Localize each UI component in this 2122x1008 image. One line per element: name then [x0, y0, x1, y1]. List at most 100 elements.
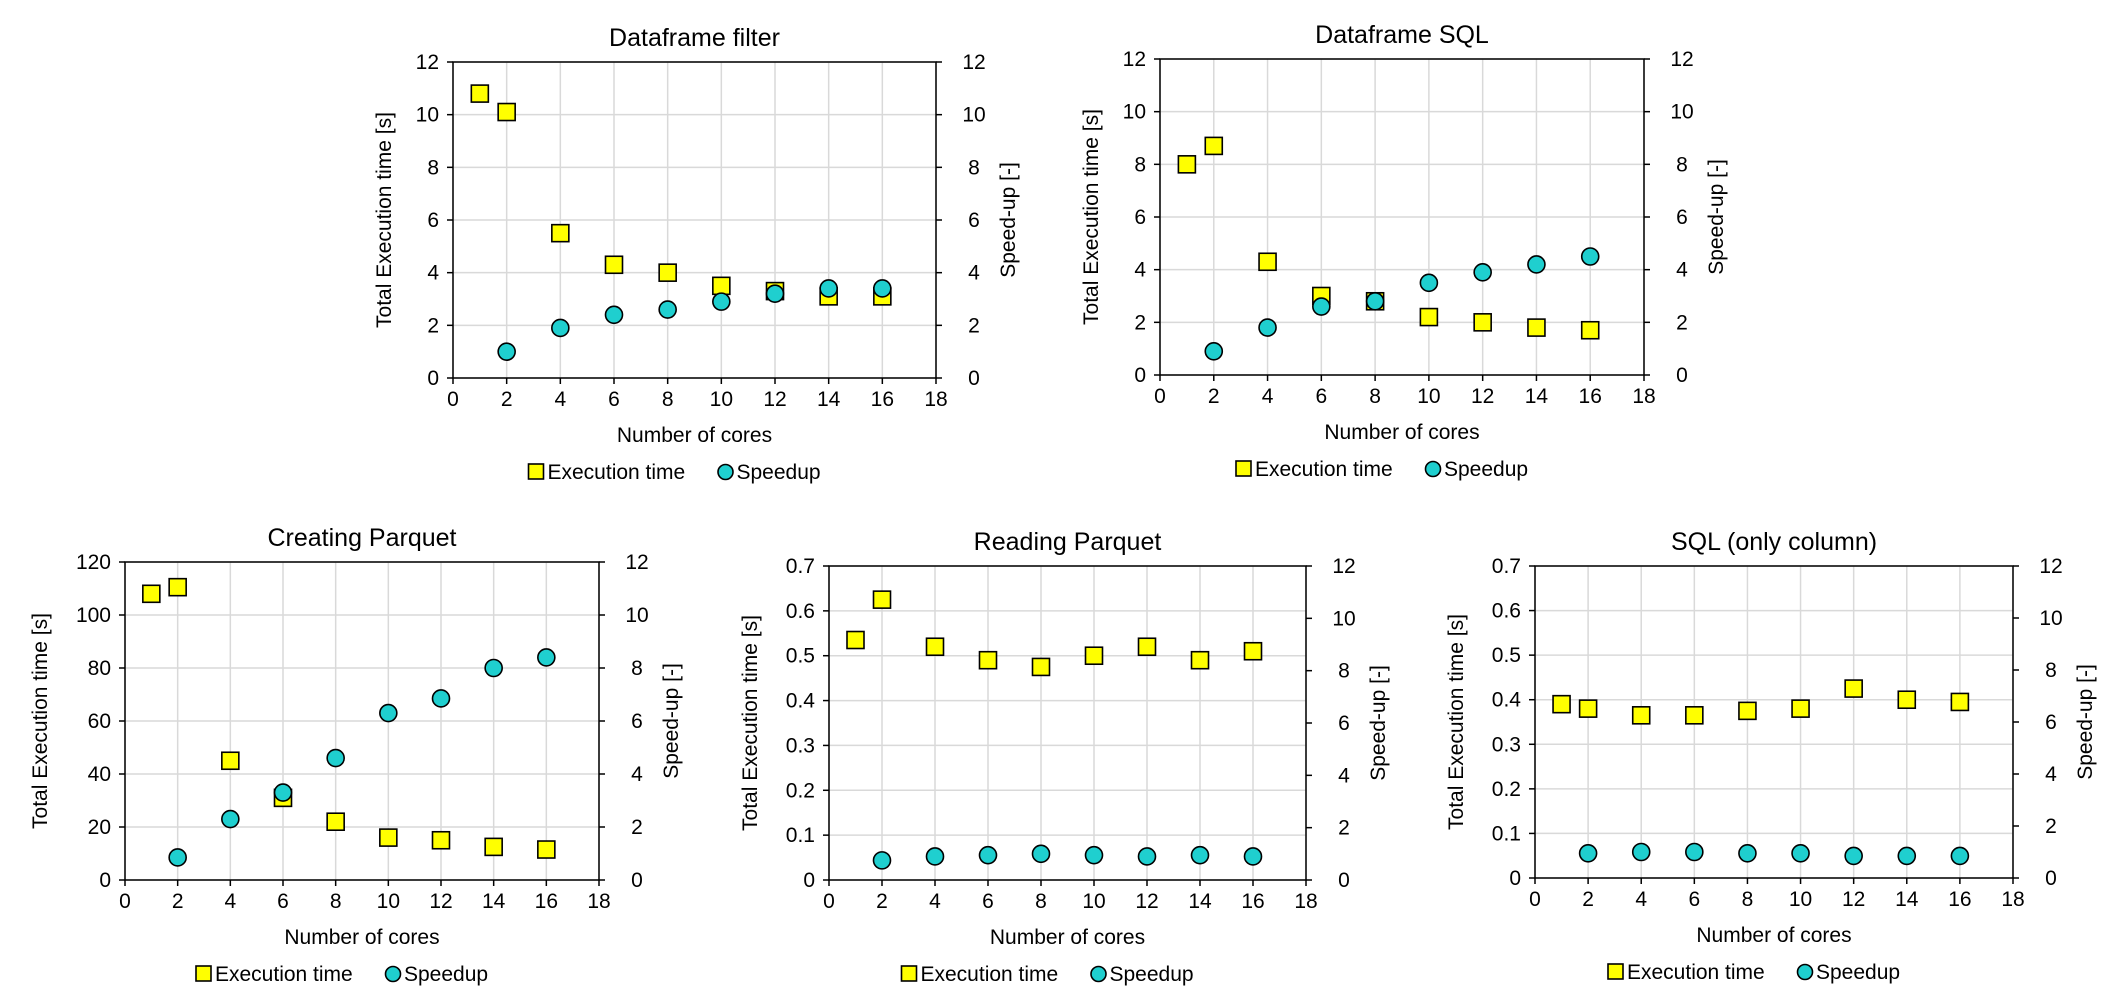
- execution-time-point: [537, 840, 556, 859]
- speedup-point: [1685, 842, 1704, 862]
- legend-circle-marker: [717, 463, 734, 481]
- x-tick-label: 16: [1241, 890, 1264, 913]
- speedup-point: [1084, 845, 1104, 865]
- y-tick-label: 0: [803, 869, 815, 892]
- speedup-point: [1365, 291, 1385, 311]
- legend-label-execution-time: Execution time: [548, 461, 686, 484]
- y2-axis-label: Speed-up [-]: [1367, 665, 1390, 781]
- y2-tick-label: 0: [1676, 364, 1688, 387]
- y-tick-label: 2: [427, 314, 439, 337]
- speedup-point: [765, 284, 785, 304]
- y-axis-label: Total Execution time [s]: [1445, 614, 1468, 830]
- y-tick-label: 0.1: [786, 824, 815, 847]
- chart-title: Dataframe filter: [609, 24, 780, 52]
- chart-panel-2: Dataframe SQL 0 2 4 6 8 10 12 14 16 18 0 2 4 6 8 10 12 0 2 4…: [1080, 21, 1728, 481]
- x-tick-label: 2: [501, 388, 513, 411]
- legend-square-marker: [900, 965, 918, 982]
- y-tick-label: 20: [88, 816, 111, 839]
- speedup-point: [326, 748, 345, 768]
- chart-title: Dataframe SQL: [1315, 21, 1489, 49]
- legend-label-speedup: Speedup: [1444, 458, 1528, 481]
- legend-label-execution-time: Execution time: [921, 963, 1059, 986]
- speedup-point: [221, 809, 240, 829]
- speedup-point: [273, 783, 293, 802]
- x-tick-label: 0: [447, 388, 459, 411]
- speedup-point: [379, 703, 398, 723]
- execution-time-point: [221, 751, 240, 771]
- execution-time-point: [497, 102, 516, 122]
- y-tick-label: 0: [427, 367, 439, 390]
- y-tick-label: 60: [88, 710, 111, 733]
- y-tick-label: 0: [99, 869, 111, 892]
- y-tick-label: 12: [1123, 48, 1146, 71]
- execution-time-point: [326, 812, 345, 832]
- y2-tick-label: 0: [2045, 867, 2057, 890]
- speedup-point: [819, 279, 838, 298]
- speedup-point: [1473, 262, 1492, 282]
- x-tick-label: 10: [377, 890, 400, 913]
- y2-tick-label: 12: [1332, 555, 1355, 578]
- execution-time-point: [1631, 706, 1651, 725]
- speedup-point: [537, 648, 556, 667]
- speedup-point: [1631, 842, 1651, 862]
- legend: Execution time Speedup: [195, 963, 488, 986]
- y2-tick-label: 12: [2039, 555, 2062, 578]
- speedup-point: [1844, 846, 1863, 866]
- speedup-point: [1950, 846, 1970, 866]
- execution-time-point: [1791, 699, 1810, 718]
- execution-time-point: [1473, 313, 1492, 332]
- y-tick-label: 0.2: [1492, 778, 1521, 801]
- y-tick-label: 0.7: [1492, 555, 1521, 578]
- x-tick-label: 12: [429, 890, 452, 913]
- y-axis-label: Total Execution time [s]: [29, 613, 52, 829]
- execution-time-point: [1031, 657, 1051, 677]
- execution-time-point: [1552, 694, 1571, 714]
- execution-time-point: [846, 630, 865, 650]
- execution-time-point: [1177, 155, 1197, 174]
- legend: Execution time Speedup: [1235, 458, 1528, 481]
- y2-tick-label: 2: [1338, 817, 1350, 840]
- x-tick-label: 8: [1742, 888, 1754, 911]
- y2-tick-label: 6: [1338, 712, 1350, 735]
- y2-tick-label: 0: [968, 367, 980, 390]
- y-tick-label: 0.5: [1492, 644, 1521, 667]
- y2-axis-label: Speed-up [-]: [1705, 159, 1728, 275]
- y2-tick-label: 12: [962, 51, 985, 74]
- speedup-point: [1031, 844, 1051, 864]
- y-tick-label: 6: [1134, 206, 1146, 229]
- x-axis-label: Number of cores: [990, 926, 1145, 949]
- execution-time-point: [168, 577, 187, 597]
- plot-frame: [828, 565, 1307, 881]
- y2-tick-label: 6: [968, 209, 980, 232]
- x-axis-label: Number of cores: [1324, 421, 1479, 444]
- execution-time-point: [551, 223, 570, 243]
- legend-square-marker: [195, 965, 212, 982]
- y2-axis-label: Speed-up [-]: [2074, 664, 2097, 780]
- x-tick-label: 2: [1582, 888, 1594, 911]
- x-tick-label: 12: [1842, 888, 1865, 911]
- x-tick-label: 18: [1632, 385, 1655, 408]
- x-tick-label: 2: [1208, 385, 1220, 408]
- legend-label-speedup: Speedup: [404, 963, 488, 986]
- execution-time-point: [470, 84, 490, 103]
- y-tick-label: 0.6: [1492, 600, 1521, 623]
- y-tick-label: 0.5: [786, 645, 815, 668]
- y2-tick-label: 2: [1676, 311, 1688, 334]
- legend: Execution time Speedup: [527, 461, 821, 484]
- execution-time-point: [1084, 646, 1104, 666]
- chart-panel-5: SQL (only column) 0 2 4 6 8 10 12 14 16 18 0 0.1 0.2 0…: [1445, 528, 2097, 984]
- y2-tick-label: 6: [631, 710, 643, 733]
- x-tick-label: 10: [710, 388, 733, 411]
- y2-axis-label: Speed-up [-]: [660, 663, 683, 779]
- execution-time-point: [1738, 701, 1757, 721]
- execution-time-point: [484, 837, 503, 857]
- y2-tick-label: 4: [1676, 259, 1688, 282]
- x-axis-label: Number of cores: [1696, 924, 1851, 947]
- y2-tick-label: 6: [1676, 206, 1688, 229]
- x-tick-label: 4: [224, 890, 236, 913]
- speedup-point: [1258, 318, 1277, 337]
- y-tick-label: 0.6: [786, 600, 815, 623]
- x-tick-label: 6: [608, 388, 620, 411]
- y-tick-label: 0.2: [786, 779, 815, 802]
